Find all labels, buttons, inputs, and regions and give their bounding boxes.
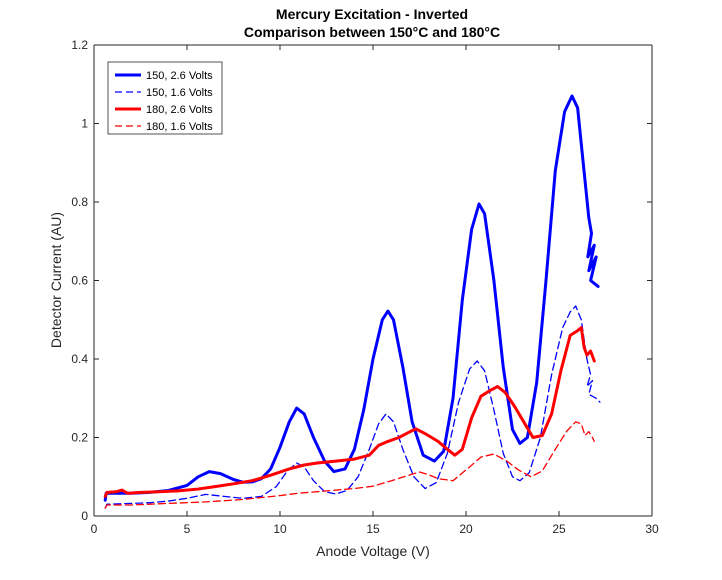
y-tick-group: 0 0.2 0.4 0.6 0.8 1 1.2	[71, 38, 652, 523]
series-line-2	[104, 305, 601, 509]
x-tick-label: 5	[184, 522, 191, 536]
series-line-1	[103, 94, 600, 502]
chart-title-line-1: Mercury Excitation - Inverted	[276, 6, 468, 22]
series-line-3	[103, 326, 596, 498]
y-tick-label: 0	[81, 509, 88, 523]
y-tick-label: 1.2	[71, 38, 88, 52]
y-tick-label: 0.2	[71, 431, 88, 445]
x-tick-label: 15	[366, 522, 380, 536]
y-tick-label: 0.6	[71, 274, 88, 288]
chart-title-line-2: Comparison between 150°C and 180°C	[244, 24, 500, 40]
legend-label-1: 150, 2.6 Volts	[146, 70, 213, 82]
x-tick-label: 10	[273, 522, 287, 536]
y-axis-label: Detector Current (AU)	[48, 212, 64, 348]
y-tick-label: 0.8	[71, 195, 88, 209]
x-tick-label: 25	[552, 522, 566, 536]
legend-label-2: 150, 1.6 Volts	[146, 87, 213, 99]
x-tick-label: 0	[91, 522, 98, 536]
x-tick-label: 20	[459, 522, 473, 536]
x-axis-label: Anode Voltage (V)	[316, 543, 430, 559]
x-tick-label: 30	[645, 522, 659, 536]
series-layer	[103, 94, 601, 509]
y-tick-label: 0.4	[71, 352, 88, 366]
legend: 150, 2.6 Volts 150, 1.6 Volts 180, 2.6 Vol…	[107, 61, 223, 135]
legend-label-3: 180, 2.6 Volts	[146, 104, 213, 116]
x-tick-group: 0 5 10 15 20 25 30	[91, 45, 659, 536]
y-tick-label: 1	[81, 117, 88, 131]
legend-label-4: 180, 1.6 Volts	[146, 121, 213, 133]
